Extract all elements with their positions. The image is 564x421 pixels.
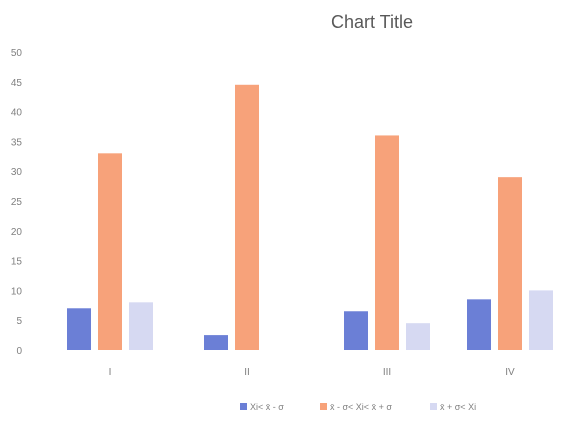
bar-i-series-3 [129,302,153,350]
y-tick-label: 45 [11,78,23,89]
y-axis-ticks: 0 5 10 15 20 25 30 35 40 45 50 [11,48,23,357]
y-tick-label: 5 [16,316,22,327]
legend-entry: x̄ + σ< Xi [440,402,476,412]
legend-entry: Xi< x̄ - σ [250,402,284,412]
y-tick-label: 40 [11,108,23,119]
y-tick-label: 30 [11,167,23,178]
x-axis-labels: I II III IV [109,367,515,378]
y-tick-label: 20 [11,227,23,238]
bar-iv-series-2 [498,177,522,350]
bar-iii-series-2 [375,135,399,350]
bar-iv-series-3 [529,290,553,350]
legend-entry: x̄ - σ< Xi< x̄ + σ [330,402,392,412]
bar-iii-series-1 [344,311,368,350]
y-tick-label: 50 [11,48,23,59]
bars [67,84,553,350]
y-tick-label: 10 [11,286,23,297]
y-tick-label: 0 [16,346,22,357]
category-label: III [383,367,391,378]
bar-iii-series-3 [406,323,430,350]
category-label: II [244,367,250,378]
legend-swatch [320,403,327,410]
legend-swatch [430,403,437,410]
bar-iv-series-1 [467,299,491,350]
y-tick-label: 15 [11,257,23,268]
bar-i-series-2 [98,153,122,350]
legend-swatch [240,403,247,410]
y-tick-label: 35 [11,137,23,148]
bar-ii-series-2 [235,84,259,350]
bar-ii-series-1 [204,335,228,350]
category-label: IV [505,367,515,378]
chart-title: Chart Title [331,12,413,32]
y-tick-label: 25 [11,197,23,208]
category-label: I [109,367,112,378]
bar-i-series-1 [67,308,91,350]
legend: Xi< x̄ - σ x̄ - σ< Xi< x̄ + σ x̄ + σ< Xi [240,402,476,412]
